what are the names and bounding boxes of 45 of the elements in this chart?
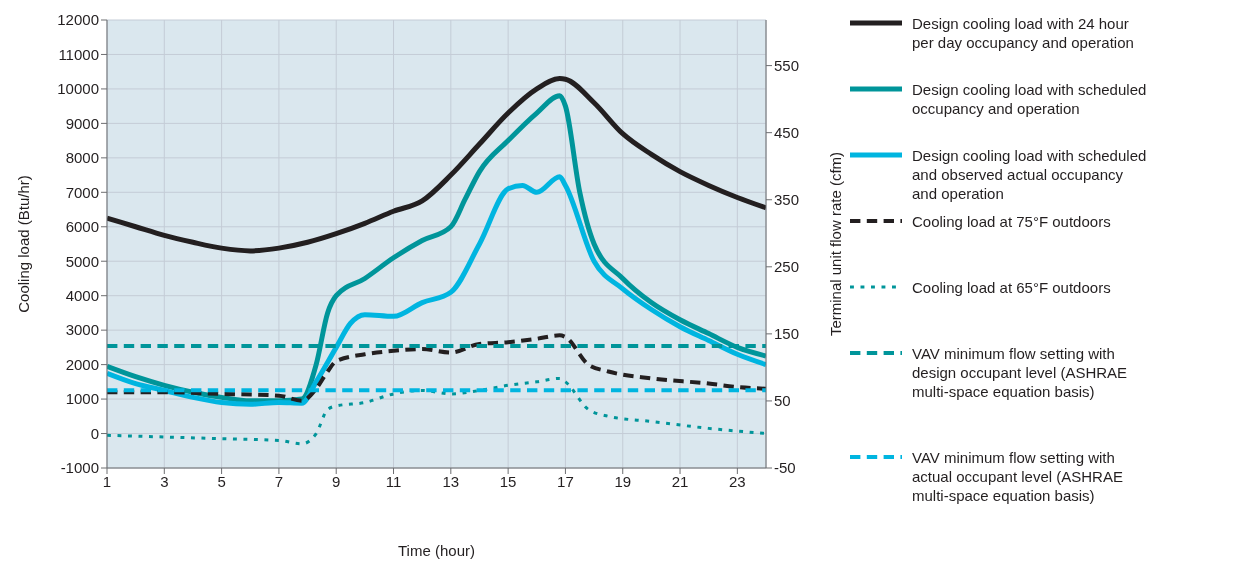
y-tick-label: 11000 — [58, 45, 99, 63]
x-tick-label: 11 — [385, 472, 402, 490]
y-tick-label: 6000 — [65, 218, 99, 236]
legend-label: VAV minimum flow setting with actual occupant level (ASHRAE multi-space equation basis) — [912, 448, 1124, 505]
y-tick-label: 1000 — [65, 390, 99, 408]
x-tick-label: 5 — [217, 472, 226, 490]
y2-tick-label: 350 — [774, 191, 800, 209]
legend-label: Cooling load at 65°F outdoors — [912, 278, 1111, 297]
y-tick-label: 4000 — [65, 287, 99, 305]
y2-tick-label: 50 — [774, 392, 791, 410]
y-tick-label: 12000 — [57, 11, 99, 29]
y-tick-label: 2000 — [65, 355, 99, 373]
x-tick-label: 21 — [671, 472, 689, 490]
y2-tick-label: 250 — [774, 258, 800, 276]
legend-label: Design cooling load with scheduled and observed actual occupancy and operation — [912, 146, 1148, 203]
y-tick-label: 9000 — [65, 114, 99, 132]
y2-tick-label: 450 — [774, 124, 800, 141]
y2-axis-title: Terminal unit flow rate (cfm) — [827, 151, 845, 337]
x-tick-label: 15 — [499, 472, 517, 490]
legend-label: VAV minimum flow setting with design occupant level (ASHRAE multi-space equation basis) — [912, 344, 1129, 401]
y2-tick-label: -50 — [774, 459, 796, 477]
line-series — [107, 333, 766, 403]
y-tick-label: 0 — [90, 424, 99, 442]
y-axis-title: Cooling load (Btu/hr) — [15, 175, 33, 313]
y-tick-label: 7000 — [65, 183, 99, 201]
legend-label: Design cooling load with 24 hour per day occupancy and operation — [912, 14, 1135, 52]
y-tick-label: 10000 — [57, 80, 99, 98]
x-axis-title: Time (hour) — [398, 542, 475, 559]
x-tick-label: 23 — [729, 472, 746, 490]
x-tick-label: 3 — [160, 472, 169, 490]
legend-label: Cooling load at 75°F outdoors — [912, 212, 1111, 231]
x-tick-label: 17 — [557, 472, 574, 490]
x-tick-label: 13 — [442, 472, 460, 490]
line-series — [107, 376, 766, 446]
x-tick-label: 9 — [332, 472, 341, 490]
y-tick-label: -1000 — [60, 459, 99, 477]
y-tick-label: 8000 — [65, 149, 99, 167]
y2-tick-label: 550 — [774, 56, 800, 74]
y2-tick-label: 150 — [774, 325, 800, 343]
x-tick-label: 19 — [614, 472, 632, 490]
x-tick-label: 1 — [102, 472, 112, 490]
y-tick-label: 3000 — [65, 321, 99, 339]
legend-label: Design cooling load with scheduled occupancy and operation — [912, 80, 1148, 118]
x-tick-label: 7 — [274, 472, 284, 490]
y-tick-label: 5000 — [65, 252, 99, 270]
